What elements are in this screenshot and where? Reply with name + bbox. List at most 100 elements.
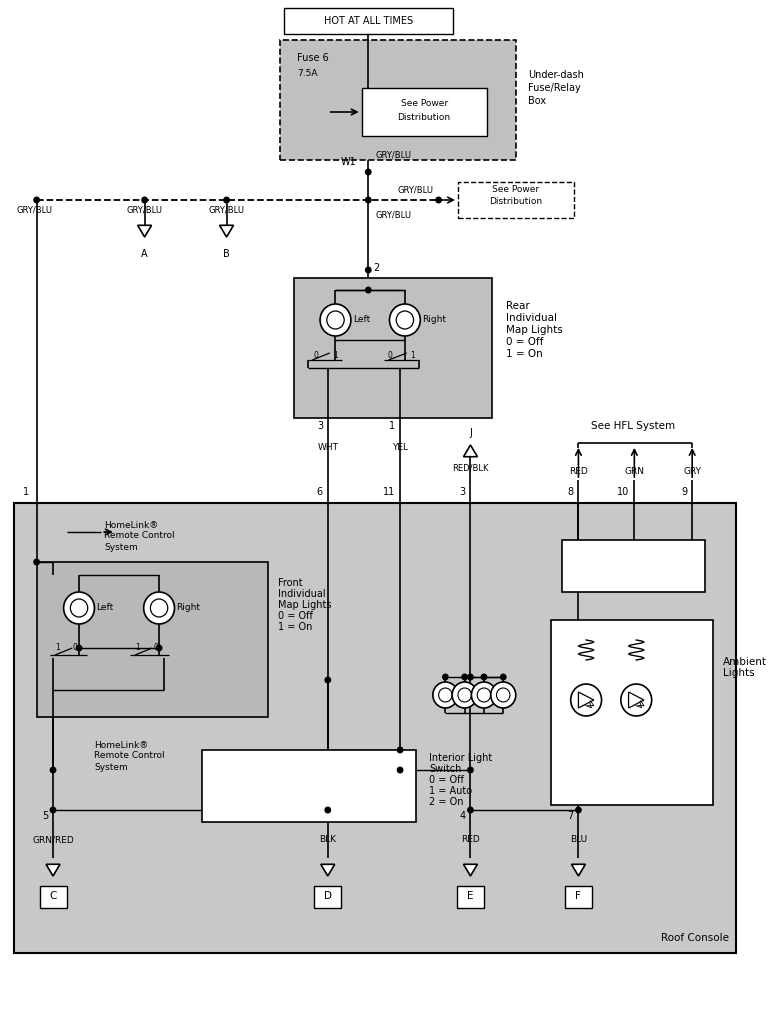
Text: 3: 3 (460, 487, 466, 497)
Circle shape (320, 304, 351, 336)
Bar (565, 886, 592, 908)
Text: Box: Box (528, 96, 547, 106)
Text: HomeLink®: HomeLink® (95, 740, 149, 750)
Circle shape (224, 198, 229, 203)
Text: C: C (49, 891, 57, 901)
Text: 1: 1 (396, 764, 400, 772)
Bar (458, 182, 574, 218)
Text: Individual: Individual (278, 589, 325, 599)
Text: 0: 0 (347, 764, 352, 772)
Polygon shape (138, 225, 152, 237)
Circle shape (468, 767, 473, 773)
Circle shape (490, 682, 516, 708)
Text: GRY/BLU: GRY/BLU (376, 151, 412, 160)
Circle shape (452, 682, 477, 708)
Bar (294, 278, 492, 418)
Polygon shape (321, 864, 335, 876)
Text: Rear: Rear (506, 301, 530, 311)
Text: 1: 1 (333, 350, 338, 359)
Text: B: B (223, 249, 230, 259)
Text: Map Lights: Map Lights (506, 325, 563, 335)
Bar (362, 88, 487, 136)
Bar (457, 886, 484, 908)
Text: See Power: See Power (492, 185, 540, 195)
Text: RED/BLK: RED/BLK (453, 464, 489, 472)
Circle shape (389, 304, 420, 336)
Circle shape (64, 592, 95, 624)
Circle shape (157, 645, 162, 651)
Text: BLK: BLK (319, 836, 336, 845)
Text: Fuse/Relay: Fuse/Relay (528, 83, 581, 93)
Circle shape (468, 674, 473, 680)
Circle shape (433, 682, 458, 708)
Text: Roof Console: Roof Console (661, 933, 729, 943)
Text: Lights: Lights (723, 668, 755, 678)
Circle shape (462, 674, 467, 680)
Text: GRY: GRY (683, 468, 701, 476)
Polygon shape (463, 445, 477, 457)
Circle shape (34, 559, 39, 565)
Text: RED: RED (461, 836, 480, 845)
Text: 0 = Off: 0 = Off (278, 611, 312, 621)
Bar (39, 886, 66, 908)
Polygon shape (463, 864, 477, 876)
Text: e: e (406, 318, 410, 328)
Text: A: A (141, 249, 148, 259)
Text: Interior Light: Interior Light (429, 753, 492, 763)
Text: 5: 5 (42, 811, 49, 821)
Text: 6: 6 (317, 487, 323, 497)
Circle shape (325, 677, 331, 683)
Text: 0: 0 (314, 350, 318, 359)
Text: Distribution: Distribution (398, 113, 451, 122)
Circle shape (576, 807, 581, 813)
Circle shape (365, 169, 371, 175)
Text: Individual: Individual (506, 313, 557, 323)
Circle shape (143, 592, 174, 624)
Circle shape (471, 682, 497, 708)
Text: 1: 1 (136, 643, 140, 652)
Text: 11: 11 (383, 487, 396, 497)
Circle shape (571, 684, 601, 716)
Text: e: e (160, 606, 164, 615)
Text: See HFL System: See HFL System (591, 421, 675, 431)
Circle shape (76, 645, 82, 651)
Circle shape (436, 198, 441, 203)
Text: Fuse 6: Fuse 6 (297, 53, 328, 63)
Text: See Power: See Power (401, 99, 448, 109)
Text: GRY/BLU: GRY/BLU (398, 185, 434, 195)
Circle shape (34, 198, 39, 203)
Text: 2 = On: 2 = On (429, 797, 463, 807)
Bar (284, 8, 453, 34)
Bar (562, 540, 705, 592)
Text: E: E (467, 891, 473, 901)
Text: RED: RED (569, 468, 588, 476)
Polygon shape (220, 225, 234, 237)
Text: GRN: GRN (625, 468, 645, 476)
Circle shape (397, 767, 402, 773)
Circle shape (365, 198, 371, 203)
Circle shape (365, 267, 371, 272)
Text: D: D (324, 891, 332, 901)
Text: 0 = Off: 0 = Off (429, 775, 464, 785)
Text: 1 = On: 1 = On (278, 622, 312, 632)
Text: 4: 4 (460, 811, 466, 821)
Text: GRN/RED: GRN/RED (32, 836, 74, 845)
Text: 0: 0 (153, 643, 159, 652)
Text: Map Lights: Map Lights (278, 600, 331, 610)
Circle shape (468, 807, 473, 813)
Text: Remote Control: Remote Control (104, 531, 175, 541)
Text: e: e (335, 318, 341, 328)
Circle shape (443, 674, 448, 680)
Circle shape (325, 807, 331, 813)
Bar (315, 886, 342, 908)
Text: Front: Front (278, 578, 302, 588)
Text: e: e (79, 606, 85, 615)
Text: 0: 0 (388, 350, 393, 359)
Text: System: System (95, 763, 128, 771)
Text: W1: W1 (341, 157, 357, 167)
Text: 9: 9 (682, 487, 688, 497)
Circle shape (50, 807, 56, 813)
Text: WHT: WHT (318, 443, 338, 453)
Text: 1: 1 (23, 487, 29, 497)
Text: Under-dash: Under-dash (528, 70, 584, 80)
